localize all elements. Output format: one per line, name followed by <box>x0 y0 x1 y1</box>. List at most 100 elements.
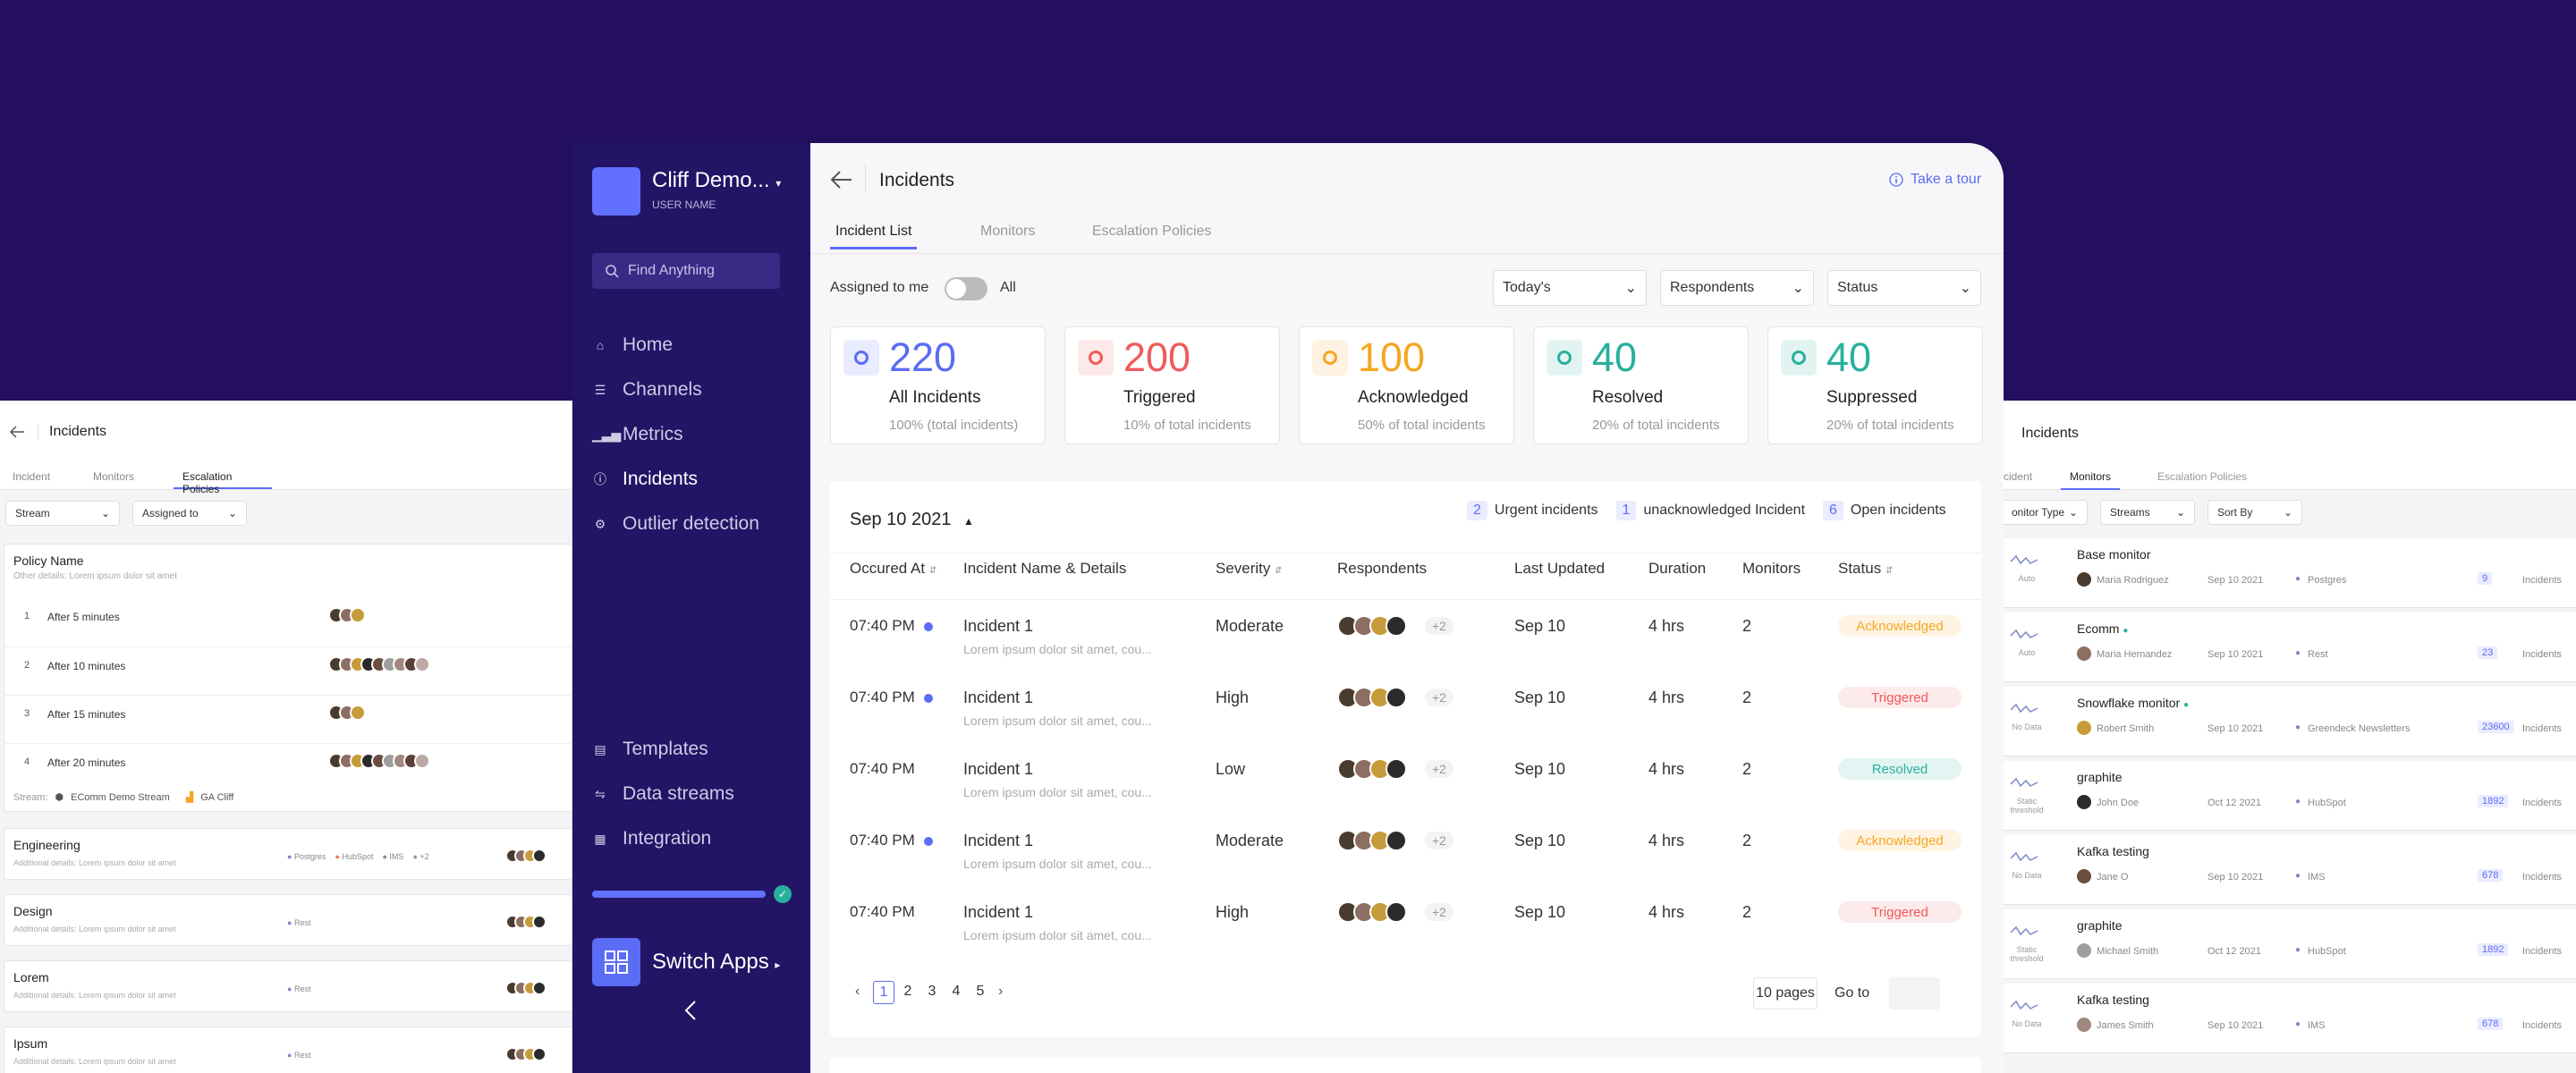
tab-monitors[interactable]: Monitors <box>2061 470 2121 490</box>
column-header[interactable]: Monitors <box>1742 560 1801 577</box>
table-row[interactable]: 07:40 PM Incident 1 Lorem ipsum dolor si… <box>810 830 1962 903</box>
more-respondents[interactable]: +2 <box>1425 903 1453 921</box>
column-header[interactable]: Last Updated <box>1514 560 1606 577</box>
more-respondents[interactable]: +2 <box>1425 689 1453 706</box>
page-button[interactable]: 1 <box>873 981 894 1004</box>
monitor-type-filter[interactable]: onitor Type ⌄ <box>2004 500 2088 525</box>
respondents-filter[interactable]: Respondents ⌄ <box>1660 270 1814 306</box>
back-arrow-icon[interactable] <box>830 170 853 190</box>
unread-dot <box>924 837 933 846</box>
sidebar-item-templates[interactable]: ▤ Templates <box>592 739 708 760</box>
monitor-row[interactable]: No Data Snowflake monitor ● Robert Smith… <box>2004 687 2576 756</box>
stat-card[interactable]: 40 Suppressed 20% of total incidents <box>1767 326 1983 444</box>
incident-table-card: Sep 10 2021 ▲ 2 Urgent incidents 1 unacknow… <box>830 481 1981 1037</box>
avatar <box>1385 758 1407 780</box>
sidebar-item-data-streams[interactable]: ⇋ Data streams <box>592 783 734 805</box>
policy-group[interactable]: Design Additional details: Lorem ipsum d… <box>4 894 572 946</box>
monitor-row[interactable]: No Data Kafka testing Jane O Sep 10 2021… <box>2004 835 2576 905</box>
summary-badge[interactable]: 2 Urgent incidents <box>1467 501 1598 520</box>
monitor-row[interactable]: Auto Ecomm ● Maria Hernandez Sep 10 2021… <box>2004 613 2576 682</box>
stream-icon: ● <box>2295 945 2301 955</box>
stat-card[interactable]: 40 Resolved 20% of total incidents <box>1533 326 1749 444</box>
escalation-step[interactable]: 2 After 10 minutes <box>4 646 572 686</box>
policy-card[interactable]: Policy Name Other details: Lorem ipsum d… <box>4 544 572 812</box>
more-respondents[interactable]: +2 <box>1425 760 1453 778</box>
escalation-step[interactable]: 1 After 5 minutes <box>4 598 572 638</box>
date-filter[interactable]: Today's ⌄ <box>1493 270 1647 306</box>
column-header[interactable]: Duration <box>1648 560 1707 577</box>
chart-icon: ▟ <box>185 792 194 803</box>
stat-card[interactable]: 220 All Incidents 100% (total incidents) <box>830 326 1046 444</box>
streams-filter[interactable]: Streams ⌄ <box>2100 500 2195 525</box>
sidebar-item-channels[interactable]: ☰ Channels <box>592 379 702 401</box>
page-button[interactable]: 3 <box>928 984 936 999</box>
column-header[interactable]: Occured At ⇵ <box>850 560 937 577</box>
app-name[interactable]: Cliff Demo... ▾ <box>652 168 782 192</box>
sidebar-item-outlier-detection[interactable]: ⚙ Outlier detection <box>592 513 759 535</box>
table-row[interactable]: 07:40 PM Incident 1 Lorem ipsum dolor si… <box>810 615 1962 689</box>
policy-group[interactable]: Ipsum Additional details: Lorem ipsum do… <box>4 1027 572 1073</box>
escalation-step[interactable]: 3 After 15 minutes <box>4 695 572 734</box>
table-row[interactable]: 07:40 PM Incident 1 Lorem ipsum dolor si… <box>810 901 1962 975</box>
policy-group[interactable]: Engineering Additional details: Lorem ip… <box>4 828 572 880</box>
tab-escalation-policies[interactable]: Escalation Policies <box>1092 224 1212 239</box>
summary-badge[interactable]: 6 Open incidents <box>1823 501 1946 520</box>
sidebar-item-incidents[interactable]: ⓘ Incidents <box>594 469 699 489</box>
info-icon <box>1889 173 1903 187</box>
page-button[interactable]: 2 <box>903 984 912 999</box>
tab-incident[interactable]: Incident <box>13 470 51 483</box>
monitor-row[interactable]: No Data Kafka testing James Smith Sep 10… <box>2004 984 2576 1053</box>
column-header[interactable]: Status ⇵ <box>1838 560 1894 577</box>
collapse-icon[interactable] <box>682 1000 700 1021</box>
stat-card[interactable]: 200 Triggered 10% of total incidents <box>1064 326 1280 444</box>
avatar <box>2077 572 2091 587</box>
page-button[interactable]: 4 <box>952 984 961 999</box>
column-header[interactable]: Severity ⇵ <box>1216 560 1283 577</box>
avatar-group <box>1337 615 1407 637</box>
grid-icon[interactable] <box>592 938 640 986</box>
caret-down-icon[interactable]: ▾ <box>775 177 782 190</box>
search-input[interactable]: Find Anything <box>592 253 780 289</box>
stream-filter[interactable]: Stream ⌄ <box>5 501 120 526</box>
monitor-row[interactable]: Static threshold graphite Michael Smith … <box>2004 909 2576 979</box>
avatar <box>2077 721 2091 735</box>
take-tour-link[interactable]: Take a tour <box>1889 172 1981 188</box>
pager-next-icon[interactable]: › <box>998 984 1004 999</box>
status-filter[interactable]: Status ⌄ <box>1827 270 1981 306</box>
summary-badge[interactable]: 1 unacknowledged Incident <box>1615 501 1805 520</box>
monitor-row[interactable]: Auto Base monitor Maria Rodriguez Sep 10… <box>2004 538 2576 608</box>
sidebar-item-metrics[interactable]: ▁▃▅ Metrics <box>592 424 683 444</box>
sidebar-item-home[interactable]: ⌂ Home <box>592 334 673 356</box>
back-arrow-icon[interactable] <box>9 426 25 438</box>
column-header[interactable]: Respondents <box>1337 560 1428 577</box>
tab-escalation-policies[interactable]: Escalation Policies <box>2157 470 2248 483</box>
stat-card[interactable]: 100 Acknowledged 50% of total incidents <box>1299 326 1514 444</box>
goto-input[interactable] <box>1889 977 1940 1010</box>
column-header[interactable]: Incident Name & Details <box>963 560 1127 577</box>
tab-monitors[interactable]: Monitors <box>980 224 1036 239</box>
assigned-toggle[interactable] <box>945 277 987 300</box>
table-row[interactable]: 07:40 PM Incident 1 Lorem ipsum dolor si… <box>810 687 1962 760</box>
sort-by-filter[interactable]: Sort By ⌄ <box>2207 500 2302 525</box>
sidebar-item-integration[interactable]: ▦ Integration <box>592 828 711 849</box>
monitor-row[interactable]: Static threshold graphite John Doe Oct 1… <box>2004 761 2576 831</box>
avatar-group <box>505 849 547 863</box>
sidebar: Cliff Demo... ▾ USER NAME Find Anything … <box>572 143 810 1073</box>
escalation-step[interactable]: 4 After 20 minutes <box>4 743 572 782</box>
tab-escalation-policies[interactable]: Escalation Policies <box>174 463 272 495</box>
avatar <box>2077 646 2091 661</box>
assigned-filter[interactable]: Assigned to ⌄ <box>132 501 247 526</box>
check-icon: ✓ <box>774 885 792 903</box>
tab-incident-list[interactable]: Incident List <box>830 224 918 249</box>
more-respondents[interactable]: +2 <box>1425 617 1453 635</box>
tab-monitors[interactable]: Monitors <box>93 470 135 483</box>
date-heading[interactable]: Sep 10 2021 ▲ <box>850 510 974 529</box>
avatar <box>532 1047 547 1061</box>
tab-incident[interactable]: cident <box>2004 470 2033 483</box>
pager-prev-icon[interactable]: ‹ <box>855 984 860 999</box>
switch-apps-button[interactable]: Switch Apps ▸ <box>652 950 781 974</box>
policy-group[interactable]: Lorem Additional details: Lorem ipsum do… <box>4 960 572 1012</box>
table-row[interactable]: 07:40 PM Incident 1 Lorem ipsum dolor si… <box>810 758 1962 832</box>
page-button[interactable]: 5 <box>976 984 985 999</box>
more-respondents[interactable]: +2 <box>1425 832 1453 849</box>
